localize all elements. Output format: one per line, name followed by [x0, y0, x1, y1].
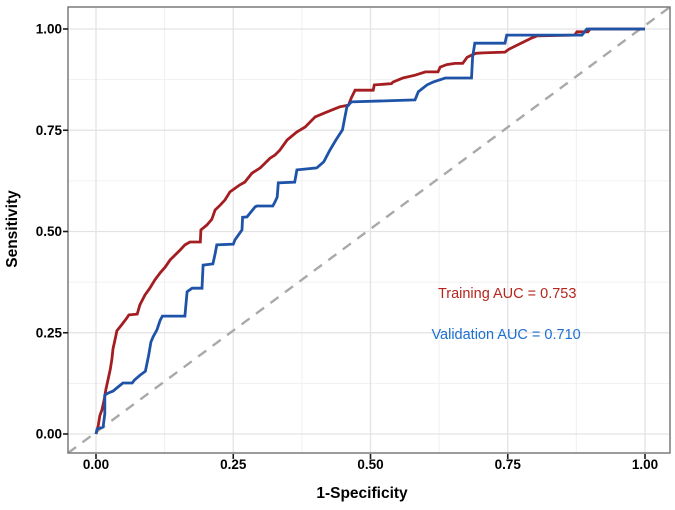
training-auc-annotation: Training AUC = 0.753 — [438, 286, 577, 302]
y-tick-labels: 0.00 0.25 0.50 0.75 1.00 — [36, 22, 63, 442]
y-tick-label: 0.00 — [36, 427, 62, 442]
training-roc-curve — [94, 27, 645, 435]
chance-diagonal-line — [67, 6, 671, 454]
x-tick-label: 1.00 — [632, 457, 658, 472]
y-tick-label: 0.25 — [36, 325, 63, 340]
roc-curves — [94, 27, 645, 435]
x-tick-label: 0.50 — [357, 457, 383, 472]
axis-tick-marks — [63, 28, 646, 459]
x-tick-label: 0.00 — [83, 457, 109, 472]
x-tick-labels: 0.00 0.25 0.50 0.75 1.00 — [83, 457, 658, 472]
y-axis-title: Sensitivity — [4, 190, 21, 268]
major-gridlines — [68, 7, 670, 453]
x-tick-label: 0.25 — [220, 457, 247, 472]
y-tick-label: 0.50 — [36, 224, 62, 239]
x-axis-title: 1-Specificity — [316, 485, 408, 502]
chance-diagonal — [67, 6, 671, 454]
validation-roc-curve — [94, 27, 645, 435]
x-tick-label: 0.75 — [495, 457, 522, 472]
panel-border — [67, 6, 671, 454]
validation-auc-annotation: Validation AUC = 0.710 — [431, 327, 580, 343]
y-tick-label: 0.75 — [36, 123, 63, 138]
y-tick-label: 1.00 — [36, 22, 62, 37]
